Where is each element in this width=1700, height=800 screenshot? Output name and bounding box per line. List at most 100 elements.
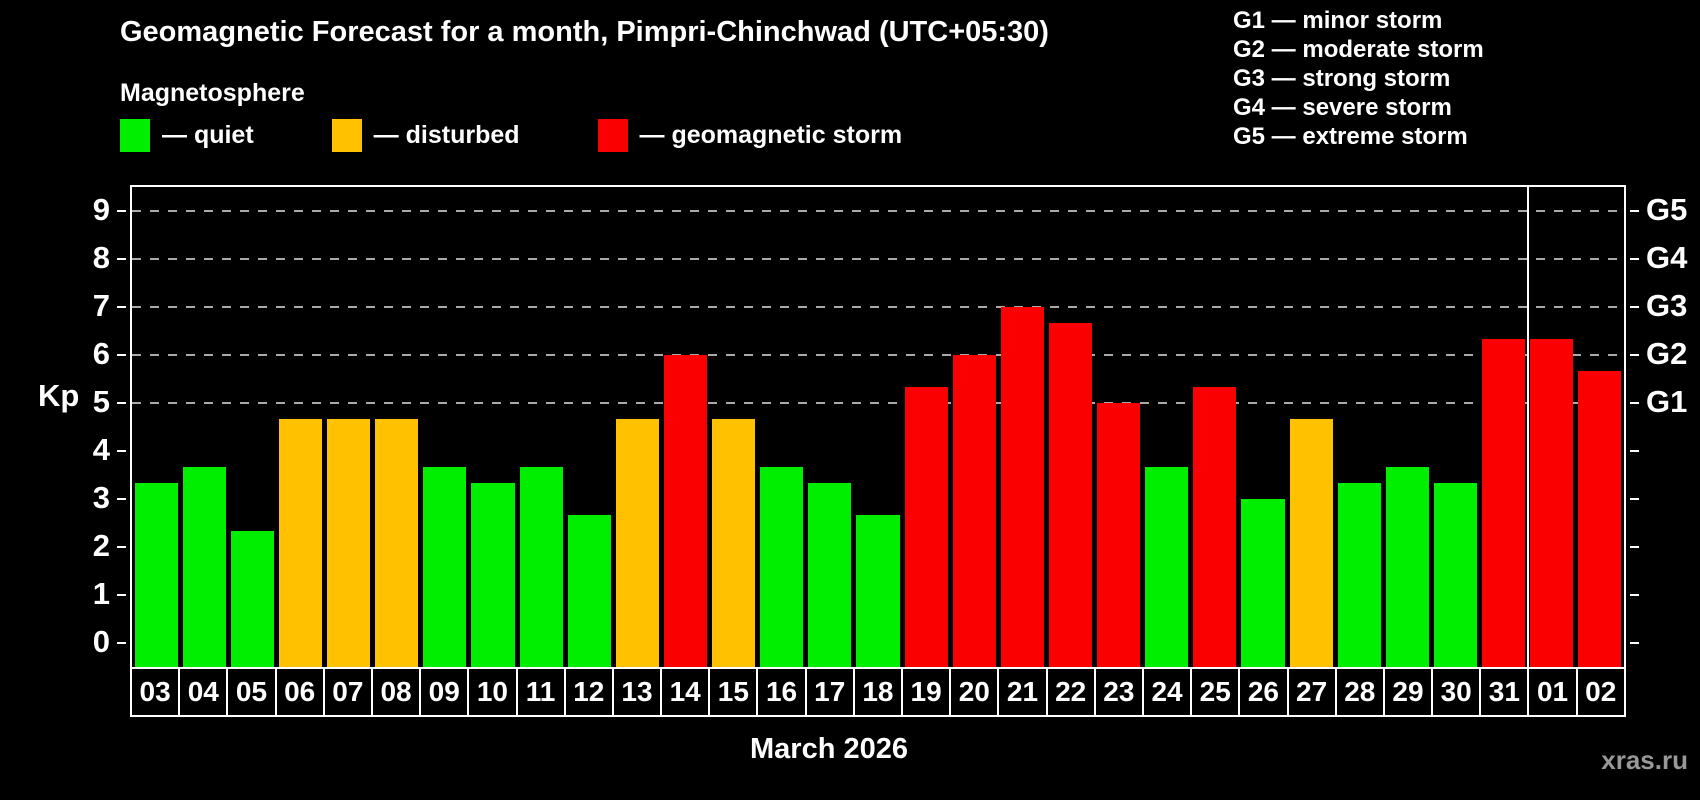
day-label-26: 26: [1238, 667, 1289, 717]
day-label-23: 23: [1093, 667, 1144, 717]
status-legend: — quiet — disturbed — geomagnetic storm: [120, 119, 980, 152]
g3-legend-line: G3 — strong storm: [1233, 65, 1451, 92]
disturbed-label: — disturbed: [373, 121, 520, 149]
y-tick-9: [117, 210, 126, 212]
day-label-02: 02: [1575, 667, 1626, 717]
bar-day-07: [327, 418, 371, 667]
day-label-29: 29: [1382, 667, 1434, 717]
day-label-19: 19: [901, 667, 952, 717]
day-label-row: 03 04 05 06 07 08 09 10 11 12 13 14 15 16 17 18 19 20 21 22…: [130, 667, 1626, 717]
y-tick-label-9: 9: [92, 192, 110, 227]
disturbed-swatch: [331, 119, 362, 152]
gridline-8: [132, 258, 1624, 260]
bar-day-15: [712, 418, 756, 667]
right-tick-2: [1630, 546, 1639, 548]
day-label-09: 09: [419, 667, 470, 717]
bar-day-23: [1097, 403, 1141, 667]
day-label-13: 13: [611, 667, 663, 717]
y-tick-label-2: 2: [92, 528, 110, 563]
chart-title: Geomagnetic Forecast for a month, Pimpri…: [120, 16, 1049, 48]
right-tick-7: [1630, 306, 1639, 308]
right-tick-1: [1630, 594, 1639, 596]
bar-day-06: [278, 418, 322, 667]
y-tick-label-1: 1: [92, 576, 110, 611]
gridline-9: [132, 210, 1624, 212]
y-tick-0: [117, 642, 126, 644]
y-tick-label-3: 3: [92, 480, 110, 515]
day-label-16: 16: [756, 667, 807, 717]
y-axis-title: Kp: [38, 378, 80, 413]
y-tick-3: [117, 498, 126, 500]
bar-day-10: [471, 483, 515, 667]
right-tick-8: [1630, 258, 1639, 260]
gridline-7: [132, 306, 1624, 308]
y-tick-label-8: 8: [92, 240, 110, 275]
bar-day-03: [134, 483, 178, 667]
gridline-5: [132, 402, 1624, 404]
y-tick-2: [117, 546, 126, 548]
day-label-05: 05: [226, 667, 277, 717]
legend-item-disturbed: — disturbed: [331, 119, 520, 152]
bar-day-19: [904, 387, 948, 667]
bar-day-30: [1433, 483, 1478, 667]
g5-legend-line: G5 — extreme storm: [1233, 123, 1468, 150]
day-label-07: 07: [322, 667, 373, 717]
watermark: xras.ru: [1601, 745, 1688, 775]
legend-item-quiet: — quiet: [120, 119, 254, 152]
right-tick-5: [1630, 402, 1639, 404]
bar-day-05: [230, 531, 274, 667]
g-axis-label-G2: G2: [1646, 336, 1688, 371]
y-tick-label-7: 7: [92, 288, 110, 323]
bar-day-29: [1385, 466, 1429, 667]
bar-day-17: [808, 483, 852, 667]
storm-label: — geomagnetic storm: [639, 121, 903, 149]
y-tick-1: [117, 594, 126, 596]
quiet-swatch: [120, 119, 150, 152]
day-label-27: 27: [1286, 667, 1337, 717]
bar-day-16: [760, 466, 804, 667]
y-tick-5: [117, 402, 126, 404]
g-axis-label-G4: G4: [1646, 240, 1688, 275]
day-label-25: 25: [1190, 667, 1241, 717]
legend-item-storm: — geomagnetic storm: [597, 119, 903, 152]
bar-day-09: [423, 466, 467, 667]
day-label-14: 14: [660, 667, 711, 717]
right-tick-6: [1630, 354, 1639, 356]
day-label-08: 08: [370, 667, 422, 717]
day-label-20: 20: [949, 667, 1000, 717]
x-axis-title: March 2026: [750, 733, 908, 765]
month-separator-line: [1526, 187, 1529, 667]
day-label-11: 11: [515, 667, 566, 717]
bar-day-12: [567, 514, 611, 667]
g4-legend-line: G4 — severe storm: [1233, 94, 1452, 121]
y-tick-6: [117, 354, 126, 356]
bar-day-21: [1000, 307, 1044, 667]
g2-legend-line: G2 — moderate storm: [1233, 36, 1484, 63]
bar-day-14: [663, 355, 708, 667]
day-label-10: 10: [467, 667, 518, 717]
y-tick-label-0: 0: [92, 624, 110, 659]
gridline-6: [132, 354, 1624, 356]
y-tick-7: [117, 306, 126, 308]
storm-swatch: [597, 119, 628, 152]
plot-area: [130, 185, 1626, 669]
bar-day-08: [375, 418, 419, 667]
day-label-24: 24: [1141, 667, 1193, 717]
day-label-15: 15: [708, 667, 759, 717]
bar-day-20: [952, 355, 996, 667]
y-tick-8: [117, 258, 126, 260]
bar-day-11: [519, 466, 563, 667]
bar-day-26: [1241, 499, 1285, 667]
day-label-31: 31: [1479, 667, 1530, 717]
right-tick-9: [1630, 210, 1639, 212]
y-tick-label-6: 6: [92, 336, 110, 371]
day-label-30: 30: [1431, 667, 1482, 717]
g-axis-label-G5: G5: [1646, 192, 1688, 227]
y-tick-label-4: 4: [92, 432, 110, 467]
bar-day-02: [1578, 370, 1622, 667]
day-label-18: 18: [852, 667, 903, 717]
day-label-01: 01: [1527, 667, 1578, 717]
right-tick-0: [1630, 642, 1639, 644]
bar-day-25: [1193, 387, 1237, 667]
